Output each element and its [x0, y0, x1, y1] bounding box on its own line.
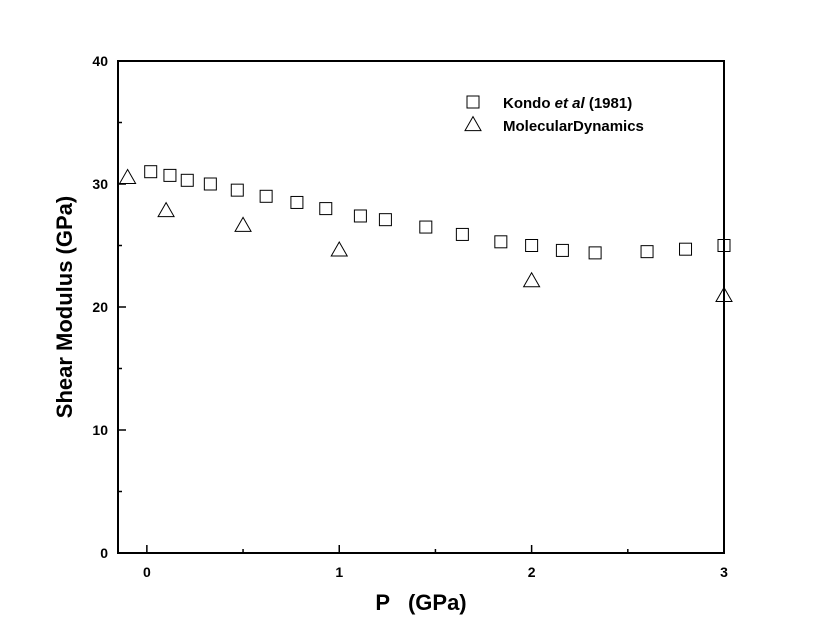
data-point-square — [163, 168, 177, 182]
data-point-triangle — [118, 168, 137, 184]
data-point-square — [455, 227, 469, 241]
legend-label-kondo: Kondo et al (1981) — [503, 95, 632, 112]
y-tick-label: 30 — [92, 176, 108, 192]
data-point-square — [525, 239, 539, 252]
data-point-square — [319, 202, 333, 216]
x-tick-label: 3 — [720, 564, 728, 580]
legend-marker-square — [466, 95, 480, 109]
data-point-square — [378, 213, 392, 227]
data-point-square — [144, 165, 158, 179]
data-point-square — [353, 209, 367, 223]
legend: Kondo et al (1981) MolecularDynamics — [464, 95, 644, 135]
legend-label-md: MolecularDynamics — [503, 118, 644, 135]
x-tick-label: 1 — [335, 564, 343, 580]
data-point-triangle — [522, 271, 541, 288]
x-tick-label: 2 — [528, 564, 536, 580]
data-point-triangle — [330, 241, 349, 257]
data-series — [118, 165, 733, 303]
y-tick-label: 10 — [92, 422, 108, 438]
x-axis: 0 1 2 3 — [143, 545, 728, 580]
data-point-square — [717, 239, 731, 252]
data-point-square — [588, 246, 602, 260]
series-molecular-dynamics — [118, 168, 733, 303]
legend-label-kondo-part2: et al — [555, 95, 586, 112]
legend-marker-triangle — [464, 115, 482, 132]
y-tick-label: 0 — [100, 545, 108, 561]
data-point-square — [419, 220, 433, 234]
data-point-square — [679, 242, 693, 256]
data-point-triangle — [715, 286, 733, 303]
data-point-square — [203, 177, 217, 191]
data-point-square — [494, 235, 508, 249]
data-point-square — [640, 245, 654, 259]
data-point-square — [290, 195, 304, 209]
data-point-square — [555, 243, 569, 257]
y-tick-label: 20 — [92, 299, 108, 315]
data-point-square — [259, 189, 273, 203]
y-axis: 0 10 20 30 40 — [92, 53, 126, 561]
data-point-square — [180, 173, 194, 187]
data-point-triangle — [234, 216, 252, 232]
data-point-square — [230, 183, 244, 197]
y-tick-label: 40 — [92, 53, 108, 69]
legend-label-kondo-part1: Kondo — [503, 95, 555, 112]
x-tick-label: 0 — [143, 564, 151, 580]
y-axis-title: Shear Modulus (GPa) — [52, 196, 77, 418]
x-axis-title: P (GPa) — [375, 590, 466, 615]
legend-label-kondo-part3: (1981) — [585, 95, 633, 112]
series-kondo — [144, 165, 731, 260]
data-point-triangle — [157, 201, 175, 218]
